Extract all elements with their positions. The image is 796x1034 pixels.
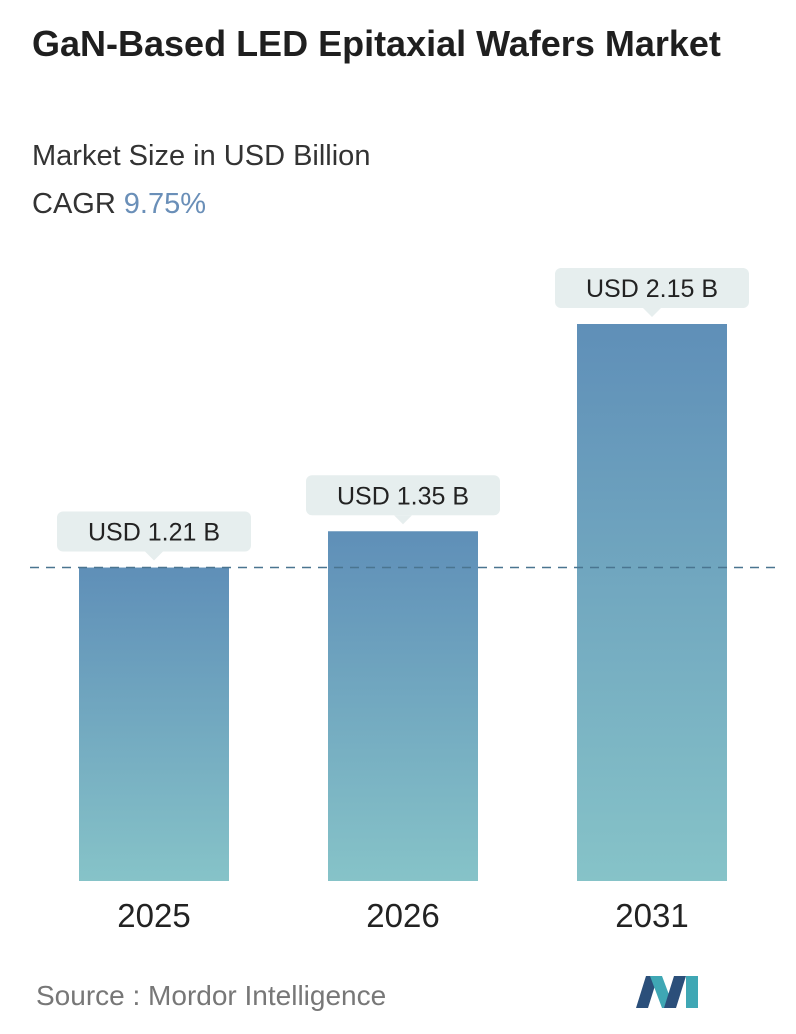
cagr-line: CAGR 9.75% (32, 188, 206, 221)
data-label-pointer (643, 308, 661, 317)
data-label-text: USD 1.35 B (337, 482, 469, 510)
x-tick-2031: 2031 (615, 897, 688, 934)
data-label-pointer (394, 515, 412, 525)
cagr-label: CAGR (32, 188, 116, 220)
x-tick-2026: 2026 (366, 897, 439, 934)
x-tick-2025: 2025 (117, 897, 190, 934)
x-axis-ticks: 2025 2026 2031 (117, 897, 688, 934)
data-label-2026: USD 1.35 B (306, 475, 500, 525)
mordor-intelligence-logo-icon (636, 976, 698, 1008)
source-text: Source : Mordor Intelligence (36, 980, 387, 1011)
data-label-pointer (145, 551, 163, 561)
chart-title: GaN-Based LED Epitaxial Wafers Market (32, 23, 721, 64)
data-label-2031: USD 2.15 B (555, 268, 749, 317)
data-label-text: USD 2.15 B (586, 275, 718, 303)
bar-2025 (79, 567, 229, 881)
data-labels-layer: USD 1.21 B USD 1.35 B USD 2.15 B (57, 268, 749, 561)
data-label-box (555, 268, 749, 308)
data-label-2025: USD 1.21 B (57, 511, 251, 561)
cagr-value: 9.75% (123, 188, 207, 220)
chart-subtitle: Market Size in USD Billion (32, 140, 371, 172)
data-label-box (306, 475, 500, 516)
data-label-box (57, 511, 251, 552)
bar-2026 (328, 531, 478, 881)
data-label-text: USD 1.21 B (88, 519, 220, 547)
bars-layer (79, 324, 727, 881)
bar-2031 (577, 324, 727, 881)
